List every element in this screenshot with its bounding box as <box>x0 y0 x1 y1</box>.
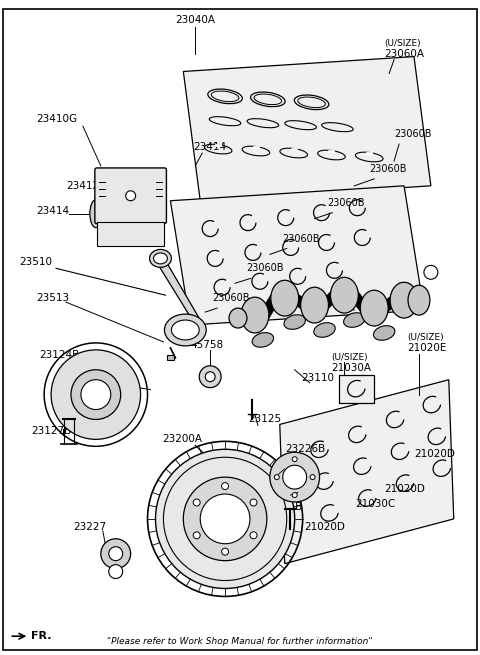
Ellipse shape <box>150 250 171 267</box>
Ellipse shape <box>90 200 102 227</box>
Ellipse shape <box>344 312 365 328</box>
Text: 23124B: 23124B <box>39 350 79 360</box>
Polygon shape <box>170 186 424 325</box>
Ellipse shape <box>171 320 199 340</box>
Polygon shape <box>280 380 454 563</box>
Circle shape <box>222 548 228 555</box>
Text: 23060B: 23060B <box>394 129 432 139</box>
Text: 23414: 23414 <box>36 206 69 215</box>
Text: 23060B: 23060B <box>246 263 284 273</box>
FancyBboxPatch shape <box>95 168 167 223</box>
Text: 21020D: 21020D <box>414 449 455 459</box>
Ellipse shape <box>205 372 215 382</box>
Circle shape <box>310 475 315 479</box>
Ellipse shape <box>271 280 299 316</box>
Ellipse shape <box>229 308 247 328</box>
Text: 21030A: 21030A <box>332 363 372 373</box>
Text: 23060B: 23060B <box>369 164 407 174</box>
Circle shape <box>193 532 200 539</box>
Text: FR.: FR. <box>31 631 52 641</box>
Circle shape <box>101 539 131 569</box>
Ellipse shape <box>241 297 269 333</box>
Text: 45758: 45758 <box>190 340 223 350</box>
Circle shape <box>292 493 297 498</box>
Text: 23227: 23227 <box>73 522 106 532</box>
Ellipse shape <box>126 191 136 200</box>
Text: "Please refer to Work Shop Manual for further information": "Please refer to Work Shop Manual for fu… <box>107 637 373 646</box>
Polygon shape <box>183 56 431 200</box>
Ellipse shape <box>252 333 274 347</box>
Text: 23226B: 23226B <box>286 444 326 455</box>
Text: 21020E: 21020E <box>407 343 446 353</box>
Circle shape <box>156 449 295 588</box>
Ellipse shape <box>284 315 305 329</box>
Text: 23125: 23125 <box>248 415 281 424</box>
Circle shape <box>193 499 200 506</box>
Ellipse shape <box>165 314 206 346</box>
Text: 45758: 45758 <box>95 373 128 383</box>
Ellipse shape <box>390 282 418 318</box>
Circle shape <box>270 452 320 502</box>
Text: 23200A: 23200A <box>162 434 203 444</box>
Ellipse shape <box>408 285 430 315</box>
Circle shape <box>292 457 297 462</box>
Text: 23127B: 23127B <box>31 426 72 436</box>
Text: 23510: 23510 <box>19 257 52 267</box>
Text: (U/SIZE): (U/SIZE) <box>332 353 368 362</box>
Circle shape <box>222 483 228 489</box>
Bar <box>97 221 165 246</box>
Text: 23311B: 23311B <box>262 502 302 512</box>
Circle shape <box>274 475 279 479</box>
Text: 23410G: 23410G <box>36 114 77 124</box>
Circle shape <box>250 499 257 506</box>
Circle shape <box>109 565 123 578</box>
Text: 23222: 23222 <box>360 300 393 310</box>
Circle shape <box>81 380 111 409</box>
Circle shape <box>200 494 250 544</box>
Ellipse shape <box>373 326 395 340</box>
Ellipse shape <box>199 365 221 388</box>
Text: 23513: 23513 <box>36 293 69 303</box>
Text: 23412: 23412 <box>66 181 99 191</box>
Bar <box>339 375 374 403</box>
Ellipse shape <box>314 323 335 337</box>
Text: 23110: 23110 <box>301 373 335 383</box>
Ellipse shape <box>360 290 388 326</box>
Circle shape <box>109 547 123 561</box>
Ellipse shape <box>330 277 358 313</box>
Circle shape <box>250 532 257 539</box>
Circle shape <box>283 465 307 489</box>
Circle shape <box>424 265 438 279</box>
Bar <box>168 355 174 360</box>
Circle shape <box>71 370 120 419</box>
Text: A: A <box>113 567 119 576</box>
Text: 23060B: 23060B <box>212 293 250 303</box>
Text: 23060B: 23060B <box>282 234 319 244</box>
Text: (U/SIZE): (U/SIZE) <box>407 333 444 343</box>
Ellipse shape <box>154 253 168 264</box>
Polygon shape <box>156 261 200 320</box>
Text: 21030C: 21030C <box>355 499 396 509</box>
Text: A: A <box>428 268 433 277</box>
Text: (U/SIZE): (U/SIZE) <box>384 39 421 48</box>
Ellipse shape <box>300 288 328 323</box>
Circle shape <box>183 477 267 561</box>
Circle shape <box>51 350 141 440</box>
Text: 21020D: 21020D <box>384 484 425 494</box>
Text: 23040A: 23040A <box>175 15 215 25</box>
Text: 23060B: 23060B <box>327 198 365 208</box>
Text: 23414: 23414 <box>193 142 227 152</box>
Text: 23060A: 23060A <box>384 48 424 58</box>
Text: 21020D: 21020D <box>305 522 346 532</box>
